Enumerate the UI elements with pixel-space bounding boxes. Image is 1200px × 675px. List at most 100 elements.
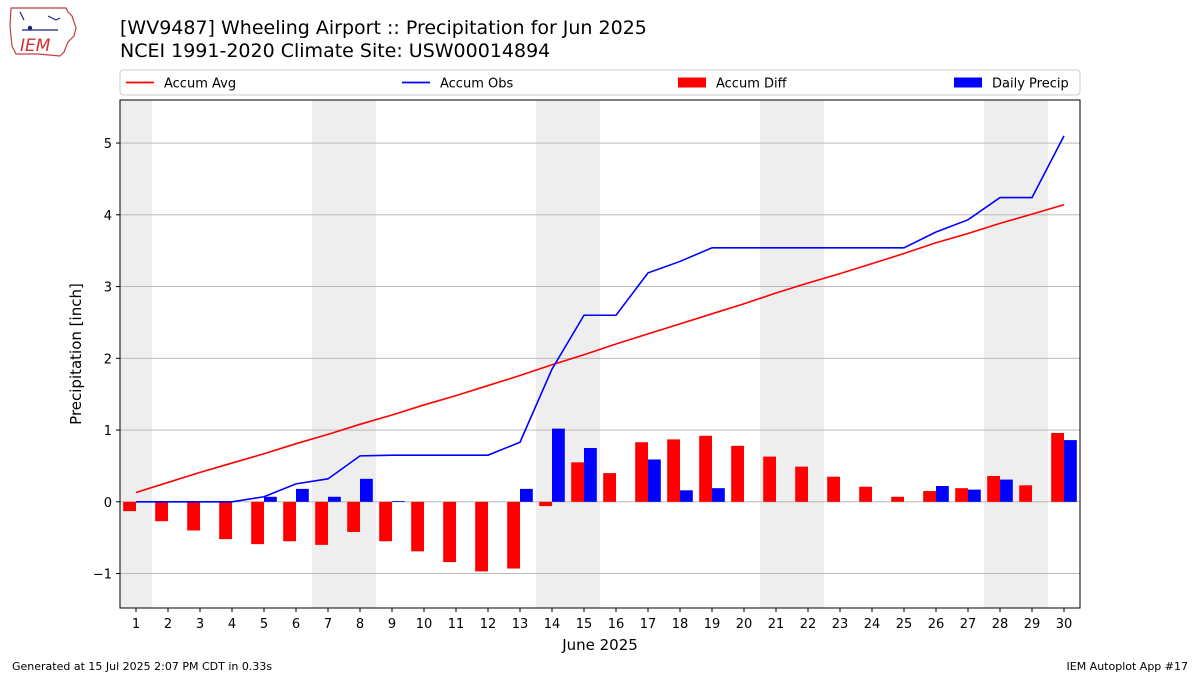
daily-precip-bar — [648, 459, 661, 502]
accum-diff-bar — [891, 496, 904, 502]
iem-logo-text: IEM — [20, 36, 51, 56]
accum-diff-bar — [763, 456, 776, 502]
weekend-shade — [760, 100, 824, 608]
x-tick-label: 8 — [356, 617, 364, 632]
accum-diff-bar — [827, 476, 840, 502]
daily-precip-bar — [392, 501, 405, 502]
daily-precip-bar — [328, 496, 341, 502]
x-tick-label: 10 — [416, 617, 433, 632]
legend-box — [119, 69, 1081, 96]
legend-daily-precip-label: Daily Precip — [992, 77, 1069, 92]
accum-diff-bar — [315, 501, 328, 545]
x-tick-label: 21 — [768, 617, 785, 632]
x-tick-label: 25 — [896, 617, 913, 632]
accum-diff-bar — [219, 501, 232, 540]
weekend-shade — [536, 100, 600, 608]
plot-frame — [119, 99, 1081, 609]
x-tick-label: 7 — [324, 617, 332, 632]
legend-accum-diff-label: Accum Diff — [716, 77, 788, 92]
y-tick-label: 0 — [104, 496, 112, 511]
iem-logo: IEM — [8, 6, 82, 60]
x-tick-label: 15 — [576, 617, 593, 632]
x-tick-label: 5 — [260, 617, 268, 632]
daily-precip-bar — [360, 478, 373, 502]
x-tick-label: 17 — [640, 617, 657, 632]
y-tick-label: −1 — [93, 568, 112, 583]
daily-precip-bar — [520, 488, 533, 502]
x-tick-label: 18 — [672, 617, 689, 632]
chart-subtitle: NCEI 1991-2020 Climate Site: USW00014894 — [120, 40, 551, 62]
x-tick-label: 1 — [132, 617, 140, 632]
daily-precip-bar — [584, 447, 597, 502]
x-tick-label: 11 — [448, 617, 465, 632]
accum-avg-line — [135, 203, 1065, 494]
x-tick-label: 19 — [704, 617, 721, 632]
accum-diff-bar — [443, 501, 456, 563]
x-tick-label: 13 — [512, 617, 529, 632]
chart-title: [WV9487] Wheeling Airport :: Precipitati… — [120, 17, 647, 39]
y-axis-title: Precipitation [inch] — [67, 283, 85, 425]
x-tick-label: 30 — [1056, 617, 1073, 632]
accum-obs-line — [136, 135, 1065, 503]
accum-diff-bar — [955, 488, 968, 502]
accum-diff-bar — [987, 475, 1000, 502]
accum-diff-bar — [699, 435, 712, 502]
x-tick-label: 3 — [196, 617, 204, 632]
x-tick-label: 26 — [928, 617, 945, 632]
x-tick-label: 22 — [800, 617, 817, 632]
accum-diff-bar — [251, 501, 264, 545]
y-tick-label: 5 — [104, 137, 112, 152]
accum-diff-bar — [603, 473, 616, 502]
accum-diff-bar — [507, 501, 520, 569]
x-tick-label: 6 — [292, 617, 300, 632]
x-tick-label: 16 — [608, 617, 625, 632]
y-tick-label: 2 — [104, 352, 112, 367]
daily-precip-bar — [968, 489, 981, 502]
accum-diff-bar — [411, 501, 424, 552]
x-tick-label: 20 — [736, 617, 753, 632]
daily-precip-bar — [680, 490, 693, 502]
x-tick-label: 2 — [164, 617, 172, 632]
accum-diff-bar — [859, 486, 872, 502]
daily-precip-bar — [296, 488, 309, 502]
accum-diff-bar — [1019, 485, 1032, 502]
weekend-shade — [984, 100, 1048, 608]
daily-precip-bar — [264, 496, 277, 502]
accum-diff-bar — [1051, 432, 1064, 502]
accum-diff-bar — [379, 501, 392, 542]
x-tick-label: 29 — [1024, 617, 1041, 632]
accum-diff-bar — [475, 501, 488, 572]
accum-diff-bar — [571, 462, 584, 502]
daily-precip-bar — [552, 428, 565, 502]
accum-diff-bar — [539, 501, 552, 507]
footer-app-id: IEM Autoplot App #17 — [1066, 660, 1189, 673]
x-tick-label: 24 — [864, 617, 881, 632]
legend-accum-avg-label: Accum Avg — [164, 77, 236, 92]
accum-diff-bar — [923, 491, 936, 502]
legend-daily-precip-swatch — [954, 77, 982, 88]
x-tick-label: 14 — [544, 617, 561, 632]
accum-diff-bar — [795, 466, 808, 502]
accum-diff-bar — [731, 445, 744, 502]
y-tick-label: 4 — [104, 209, 112, 224]
legend-accum-diff-swatch — [678, 77, 706, 88]
x-tick-label: 28 — [992, 617, 1009, 632]
legend-accum-obs-label: Accum Obs — [440, 77, 513, 92]
daily-precip-bar — [1000, 479, 1013, 502]
x-tick-label: 12 — [480, 617, 497, 632]
accum-diff-bar — [155, 501, 168, 522]
y-tick-label: 1 — [104, 424, 112, 439]
x-axis-title: June 2025 — [561, 636, 638, 654]
x-tick-label: 27 — [960, 617, 977, 632]
y-tick-label: 3 — [104, 281, 112, 296]
accum-diff-bar — [347, 501, 360, 532]
x-tick-label: 4 — [228, 617, 236, 632]
accum-diff-bar — [123, 501, 136, 512]
accum-diff-bar — [283, 501, 296, 542]
accum-diff-bar — [187, 501, 200, 531]
daily-precip-bar — [712, 488, 725, 502]
accum-diff-bar — [635, 442, 648, 502]
x-tick-label: 23 — [832, 617, 849, 632]
weekend-shade — [120, 100, 152, 608]
